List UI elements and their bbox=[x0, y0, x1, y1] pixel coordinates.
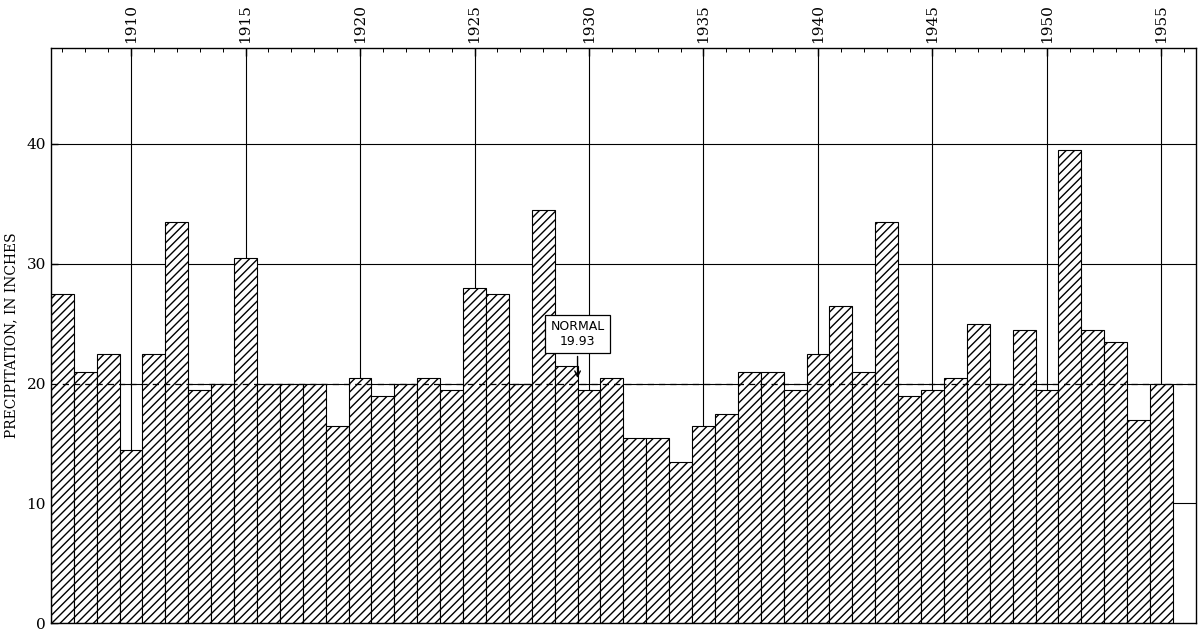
Bar bbox=[944, 378, 967, 623]
Bar bbox=[50, 294, 73, 623]
Bar bbox=[922, 390, 944, 623]
Bar bbox=[1104, 342, 1127, 623]
Bar bbox=[1081, 329, 1104, 623]
Text: NORMAL
19.93: NORMAL 19.93 bbox=[551, 320, 605, 348]
Bar bbox=[852, 371, 875, 623]
Bar bbox=[166, 222, 188, 623]
Bar bbox=[738, 371, 761, 623]
Bar bbox=[188, 390, 211, 623]
Bar bbox=[73, 371, 97, 623]
Bar bbox=[784, 390, 806, 623]
Bar bbox=[670, 462, 692, 623]
Bar bbox=[395, 384, 418, 623]
Bar bbox=[829, 306, 852, 623]
Bar bbox=[211, 384, 234, 623]
Bar bbox=[1036, 390, 1058, 623]
Bar bbox=[486, 294, 509, 623]
Bar bbox=[440, 390, 463, 623]
Bar bbox=[761, 371, 784, 623]
Bar bbox=[967, 324, 990, 623]
Y-axis label: PRECIPITATION, IN INCHES: PRECIPITATION, IN INCHES bbox=[4, 233, 18, 438]
Bar bbox=[463, 287, 486, 623]
Bar bbox=[325, 425, 348, 623]
Bar bbox=[257, 384, 280, 623]
Bar bbox=[554, 366, 577, 623]
Bar bbox=[898, 396, 922, 623]
Bar bbox=[600, 378, 623, 623]
Bar bbox=[1058, 150, 1081, 623]
Bar bbox=[577, 390, 600, 623]
Bar bbox=[372, 396, 395, 623]
Bar bbox=[302, 384, 325, 623]
Bar bbox=[647, 438, 670, 623]
Bar bbox=[97, 354, 120, 623]
Bar bbox=[990, 384, 1013, 623]
Bar bbox=[348, 378, 372, 623]
Bar bbox=[623, 438, 647, 623]
Bar bbox=[280, 384, 302, 623]
Bar bbox=[1150, 384, 1172, 623]
Bar bbox=[418, 378, 440, 623]
Bar bbox=[1013, 329, 1036, 623]
Bar bbox=[692, 425, 715, 623]
Bar bbox=[875, 222, 898, 623]
Bar bbox=[120, 450, 143, 623]
Bar bbox=[509, 384, 532, 623]
Bar bbox=[806, 354, 829, 623]
Bar bbox=[532, 210, 554, 623]
Bar bbox=[234, 258, 257, 623]
Bar bbox=[715, 413, 738, 623]
Bar bbox=[1127, 420, 1150, 623]
Bar bbox=[143, 354, 166, 623]
